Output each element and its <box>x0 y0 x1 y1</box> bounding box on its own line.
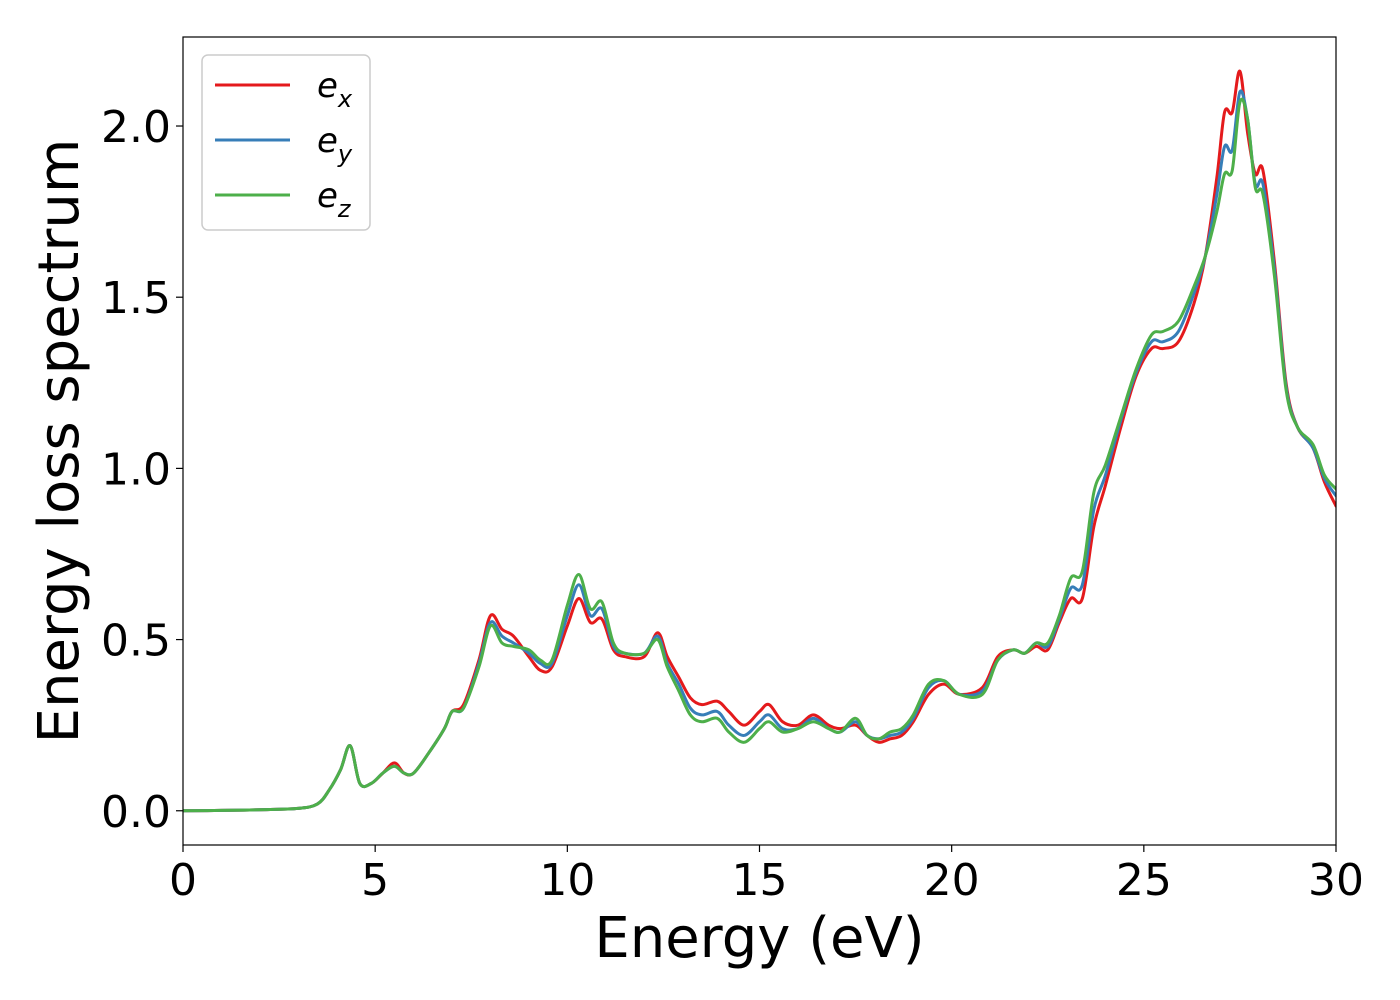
series-line-z <box>183 97 1336 813</box>
x-tick-label: 30 <box>1308 855 1364 906</box>
x-axis-label: Energy (eV) <box>594 906 924 971</box>
legend-label-base: e <box>317 176 338 216</box>
y-axis-ticks: 0.0 0.5 1.0 1.5 2.0 <box>101 102 183 838</box>
x-tick-label: 0 <box>169 855 197 906</box>
y-tick-label: 0.5 <box>101 616 171 667</box>
legend-label-base: e <box>317 66 338 106</box>
x-axis-ticks: 0 5 10 15 20 25 30 <box>169 845 1364 906</box>
series-layer <box>183 69 1336 813</box>
x-tick-label: 5 <box>361 855 389 906</box>
legend-box <box>201 54 371 231</box>
x-tick-label: 25 <box>1116 855 1172 906</box>
legend-entry-z: ez <box>317 176 352 223</box>
x-tick-label: 20 <box>924 855 980 906</box>
legend-entry-x: ex <box>317 66 353 113</box>
y-tick-label: 1.0 <box>101 444 171 495</box>
y-tick-label: 1.5 <box>101 273 171 324</box>
x-tick-label: 10 <box>539 855 595 906</box>
legend-label-subscript: y <box>337 140 353 168</box>
y-tick-label: 0.0 <box>101 787 171 838</box>
legend-label-subscript: x <box>337 85 353 113</box>
y-tick-label: 2.0 <box>101 102 171 153</box>
y-axis-label: Energy loss spectrum <box>27 139 92 744</box>
x-tick-label: 15 <box>732 855 788 906</box>
legend-entry-y: ey <box>317 121 353 168</box>
legend-label-base: e <box>317 121 338 161</box>
legend-label-subscript: z <box>337 195 352 223</box>
